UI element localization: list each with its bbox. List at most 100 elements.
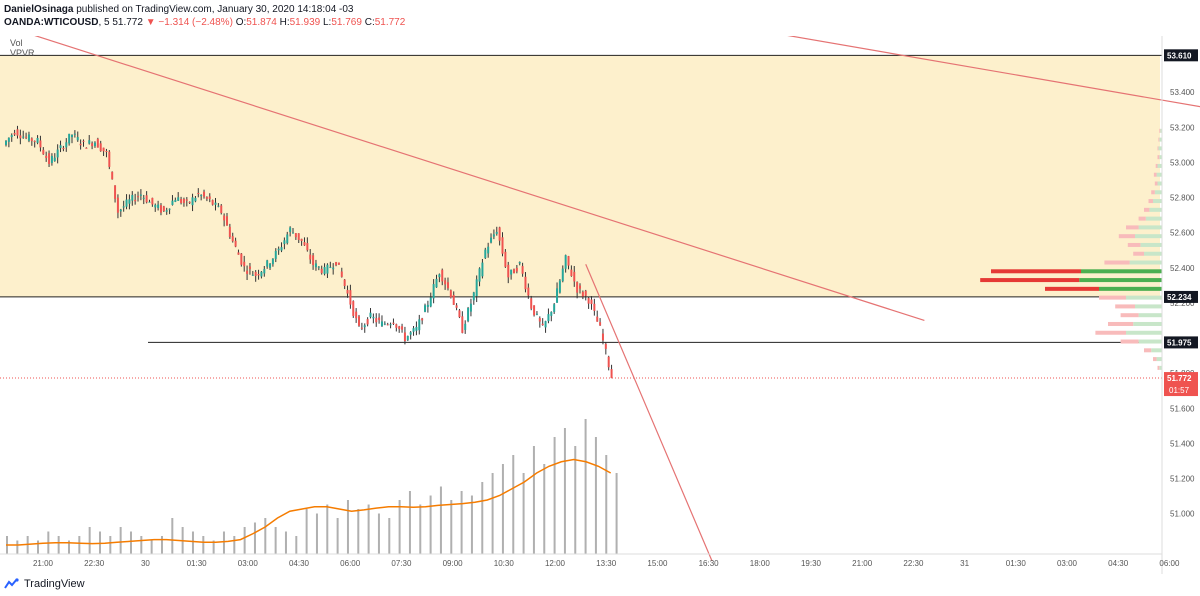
- volume-bar: [212, 540, 215, 554]
- candle-body: [108, 151, 111, 167]
- open-label: O:: [235, 17, 247, 28]
- candle-body: [286, 234, 289, 244]
- vpvr-bar-down: [1127, 242, 1141, 247]
- volume-bar: [57, 536, 60, 554]
- volume-bar: [553, 437, 556, 554]
- price-change: −1.314 (−2.48%): [158, 17, 233, 28]
- candle-body: [137, 196, 140, 198]
- time-tick-label: 16:30: [699, 559, 720, 568]
- candle-body: [105, 151, 108, 153]
- volume-bar: [605, 455, 608, 554]
- published-text: published on TradingView.com, January 30…: [76, 4, 354, 15]
- candle-body: [596, 316, 599, 322]
- candle-body: [53, 157, 56, 161]
- candle-body: [581, 291, 584, 297]
- interval: 5: [104, 17, 110, 28]
- candle-body: [564, 255, 567, 269]
- volume-bar: [67, 540, 70, 554]
- vpvr-bar-down: [1115, 304, 1135, 309]
- volume-bar: [191, 531, 194, 554]
- candle-body: [478, 268, 481, 282]
- candle-body: [203, 191, 206, 197]
- candle-body: [102, 147, 105, 152]
- candle-body: [180, 198, 183, 203]
- candle-body: [246, 270, 249, 274]
- candle-body: [601, 333, 604, 341]
- vpvr-bar-down: [1138, 216, 1146, 221]
- candle-body: [421, 318, 424, 321]
- low-value: 51.769: [331, 17, 362, 28]
- candle-body: [561, 268, 564, 282]
- candle-body: [435, 278, 438, 288]
- candle-body: [512, 269, 515, 274]
- candle-body: [599, 322, 602, 326]
- candle-body: [174, 199, 177, 202]
- candle-body: [372, 316, 375, 319]
- time-tick-label: 06:00: [340, 559, 361, 568]
- candle-body: [240, 253, 243, 265]
- candle-body: [168, 208, 171, 210]
- vpvr-bar-up: [1138, 313, 1162, 318]
- price-tick-label: 52.600: [1170, 229, 1195, 238]
- volume-bar: [408, 491, 411, 554]
- tradingview-logo[interactable]: TradingView: [4, 578, 85, 590]
- candle-body: [217, 205, 220, 207]
- candle-body: [426, 304, 429, 307]
- candle-body: [501, 237, 504, 254]
- candle-body: [389, 324, 392, 326]
- vpvr-bar-down: [991, 269, 1081, 274]
- volume-bar: [253, 522, 256, 554]
- vpvr-profile: [980, 128, 1162, 370]
- vpvr-bar-down: [1099, 295, 1126, 300]
- vpvr-bar-up: [1140, 242, 1162, 247]
- price-level-tag: [1164, 290, 1198, 303]
- trendline: [34, 36, 925, 322]
- candle-body: [211, 200, 214, 205]
- close-label: C:: [364, 17, 375, 28]
- candle-body: [188, 201, 191, 203]
- candle-body: [590, 299, 593, 305]
- candle-body: [260, 271, 263, 277]
- candle-body: [472, 292, 475, 301]
- candle-body: [314, 263, 317, 268]
- symbol-name[interactable]: OANDA:WTICOUSD: [4, 17, 99, 28]
- candle-body: [507, 264, 510, 278]
- time-tick-label: 01:30: [187, 559, 208, 568]
- candle-body: [131, 195, 134, 201]
- candle-body: [369, 312, 372, 318]
- volume-bar: [439, 486, 442, 554]
- candle-body: [197, 192, 200, 194]
- candle-body: [567, 256, 570, 266]
- price-tick-label: 53.200: [1170, 123, 1195, 132]
- candle-body: [510, 269, 513, 275]
- candle-body: [243, 261, 246, 267]
- time-tick-label: 13:30: [596, 559, 617, 568]
- candle-body: [429, 297, 432, 307]
- vpvr-bar-down: [1104, 260, 1130, 265]
- tradingview-logo-icon: [4, 578, 19, 589]
- candle-body: [191, 197, 194, 206]
- down-arrow-icon: ▼: [145, 17, 156, 28]
- candle-body: [550, 311, 553, 316]
- candle-body: [7, 137, 10, 142]
- vpvr-bar-down: [1154, 181, 1158, 186]
- vpvr-bar-up: [1135, 234, 1162, 239]
- candle-body: [25, 136, 28, 138]
- time-tick-label: 30: [141, 559, 150, 568]
- candle-body: [50, 155, 53, 163]
- candle-body: [386, 324, 389, 326]
- candle-body: [116, 197, 119, 213]
- candle-body: [85, 147, 88, 149]
- candle-body: [584, 290, 587, 296]
- author-name[interactable]: DanielOsinaga: [4, 4, 74, 15]
- vpvr-bar-up: [1157, 163, 1162, 168]
- vpvr-bar-up: [1145, 216, 1162, 221]
- candle-body: [157, 204, 160, 209]
- candle-body: [320, 268, 323, 274]
- price-tick-label: 51.000: [1170, 510, 1195, 519]
- candle-body: [280, 247, 283, 251]
- candle-body: [48, 153, 51, 164]
- candle-body: [237, 252, 240, 255]
- vpvr-bar-up: [1157, 181, 1162, 186]
